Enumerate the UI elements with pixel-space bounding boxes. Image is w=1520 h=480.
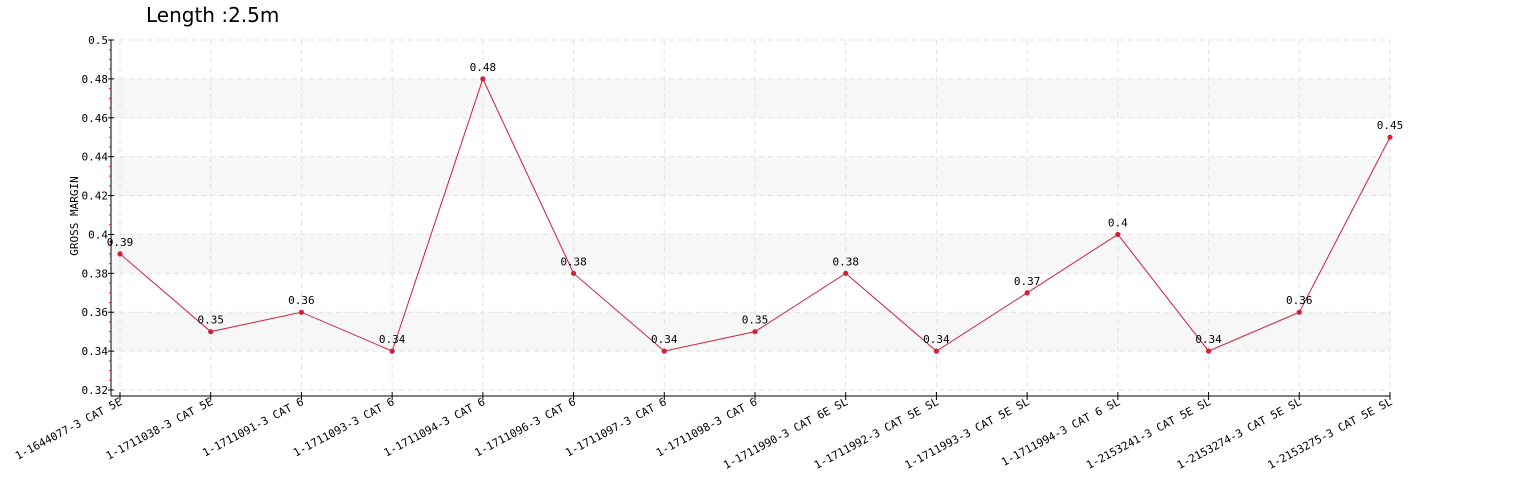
data-label: 0.34 [1195, 333, 1222, 346]
y-ticks: 0.32 0.34 0.36 0.38 0.4 0.42 0.44 0.46 0.48 0.5 [82, 34, 114, 397]
y-tick-label: 0.4 [88, 228, 108, 241]
data-point [843, 270, 849, 276]
y-tick-label: 0.46 [82, 112, 109, 125]
data-point [1387, 134, 1393, 140]
data-point [208, 329, 214, 335]
background-band [111, 156, 1390, 196]
y-tick-label: 0.48 [82, 73, 109, 86]
axes [110, 40, 1390, 397]
data-point [1115, 231, 1121, 238]
data-point [752, 329, 758, 335]
grid-lines [111, 39, 1391, 391]
data-label: 0.39 [107, 236, 134, 249]
background-band [111, 234, 1390, 274]
data-label: 0.35 [742, 314, 769, 327]
x-tick-label: 1-1711097-3 CAT 6 [563, 395, 669, 459]
background-bands [111, 78, 1390, 352]
y-axis-label: GROSS MARGIN [68, 176, 81, 255]
x-ticks: 1-1644077-3 CAT 5E1-1711038-3 CAT 5E1-17… [13, 392, 1395, 472]
data-label: 0.45 [1377, 119, 1404, 132]
data-point [298, 309, 305, 315]
background-band [111, 78, 1390, 118]
x-tick-label: 1-1711091-3 CAT 6 [200, 395, 306, 459]
data-point [117, 251, 123, 257]
y-tick-label: 0.36 [82, 306, 109, 319]
x-tick-label: 1-1711096-3 CAT 6 [472, 395, 578, 459]
data-point [570, 270, 577, 276]
background-band [111, 312, 1390, 352]
data-label: 0.35 [197, 314, 224, 327]
data-point [1205, 348, 1212, 354]
data-label: 0.34 [923, 333, 950, 346]
y-tick-label: 0.32 [82, 384, 109, 397]
data-point [389, 348, 395, 354]
y-tick-label: 0.38 [82, 267, 109, 280]
y-tick-label: 0.42 [82, 190, 109, 203]
data-label: 0.36 [1286, 294, 1313, 307]
x-tick-label: 1-1711094-3 CAT 6 [382, 395, 488, 459]
y-tick-label: 0.5 [88, 34, 108, 47]
data-label: 0.38 [560, 255, 587, 268]
series-layer: 0.39 0.35 0.36 0.34 0.48 0.38 0.34 0.35 0.38 0.34… [107, 61, 1404, 354]
y-tick-label: 0.34 [82, 345, 109, 358]
data-label: 0.36 [288, 294, 315, 307]
y-tick-label: 0.44 [82, 151, 109, 164]
data-point [480, 76, 486, 82]
data-label: 0.38 [832, 255, 859, 268]
data-label: 0.34 [379, 333, 406, 346]
data-label: 0.48 [470, 61, 497, 74]
data-point [933, 348, 940, 354]
data-label: 0.37 [1014, 275, 1041, 288]
data-label: 0.34 [651, 333, 678, 346]
data-point [1296, 309, 1302, 315]
data-label: 0.4 [1108, 216, 1128, 229]
chart-title: Length :2.5m [146, 3, 279, 27]
data-point [1024, 290, 1030, 296]
data-point [661, 348, 667, 354]
x-tick-label: 1-1711093-3 CAT 6 [291, 395, 397, 459]
